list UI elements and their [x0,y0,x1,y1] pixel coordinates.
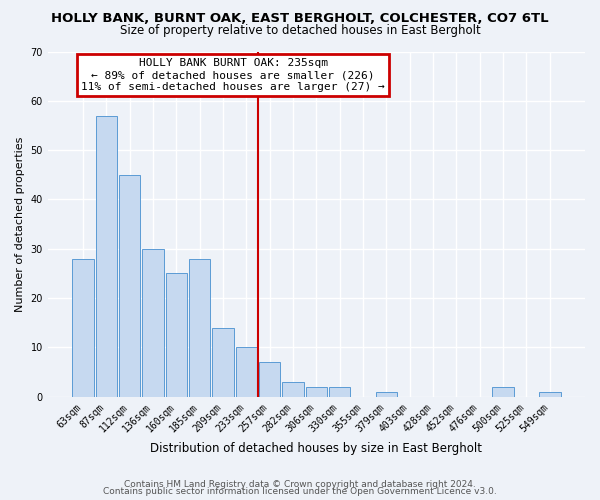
Bar [539,392,560,397]
Bar [236,348,257,397]
Bar [189,258,211,397]
Bar [305,387,327,397]
Bar [376,392,397,397]
Bar [72,258,94,397]
Bar [259,362,280,397]
X-axis label: Distribution of detached houses by size in East Bergholt: Distribution of detached houses by size … [151,442,482,455]
Bar [283,382,304,397]
Text: Contains public sector information licensed under the Open Government Licence v3: Contains public sector information licen… [103,488,497,496]
Text: HOLLY BANK BURNT OAK: 235sqm
← 89% of detached houses are smaller (226)
11% of s: HOLLY BANK BURNT OAK: 235sqm ← 89% of de… [81,58,385,92]
Bar [493,387,514,397]
Text: HOLLY BANK, BURNT OAK, EAST BERGHOLT, COLCHESTER, CO7 6TL: HOLLY BANK, BURNT OAK, EAST BERGHOLT, CO… [51,12,549,26]
Bar [95,116,117,397]
Text: Size of property relative to detached houses in East Bergholt: Size of property relative to detached ho… [119,24,481,37]
Text: Contains HM Land Registry data © Crown copyright and database right 2024.: Contains HM Land Registry data © Crown c… [124,480,476,489]
Y-axis label: Number of detached properties: Number of detached properties [15,136,25,312]
Bar [142,249,164,397]
Bar [212,328,234,397]
Bar [166,274,187,397]
Bar [329,387,350,397]
Bar [119,175,140,397]
